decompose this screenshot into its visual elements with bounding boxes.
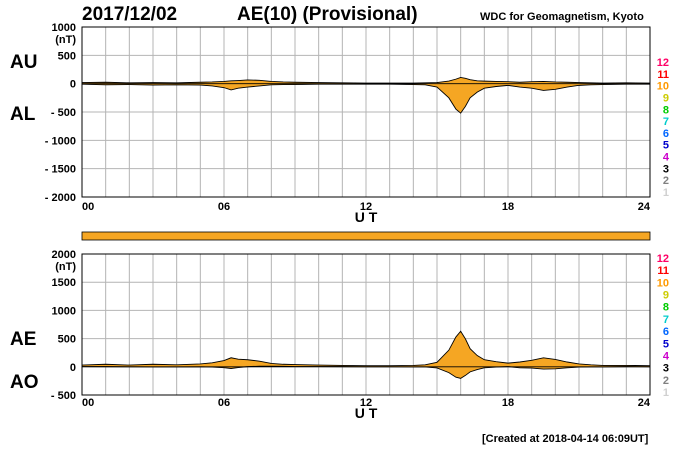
date-label: 2017/12/02	[82, 4, 178, 25]
unit-label: (nT)	[55, 34, 76, 46]
x-axis-label: U T	[355, 209, 378, 225]
unit-label: (nT)	[55, 261, 76, 273]
series-line-al	[81, 83, 650, 114]
y-tick-label: 500	[58, 334, 76, 346]
y-tick-label: 0	[70, 79, 76, 91]
x-tick-label: 06	[218, 201, 230, 213]
x-tick-label: 00	[82, 201, 94, 213]
station-count-label: 1	[663, 387, 669, 399]
y-tick-label: 1000	[52, 22, 76, 34]
station-count-label: 9	[663, 290, 669, 302]
station-count-label: 3	[663, 363, 669, 375]
x-tick-label: 12	[360, 397, 372, 409]
y-tick-label: 1000	[52, 305, 76, 317]
station-count-label: 6	[663, 326, 669, 338]
x-tick-label: 00	[82, 397, 94, 409]
au-label: AU	[10, 52, 38, 73]
ae-label: AE	[10, 329, 37, 350]
plot-frame	[81, 253, 651, 396]
area-fill-au-al	[82, 77, 650, 114]
series-line-au	[81, 76, 651, 84]
series-line-ae	[81, 330, 651, 367]
chart-title: AE(10) (Provisional)	[237, 4, 418, 25]
station-count-label: 1	[663, 187, 669, 199]
station-count-label: 4	[663, 350, 670, 362]
y-tick-label: 2000	[52, 249, 76, 261]
y-tick-label: 500	[58, 50, 76, 62]
created-timestamp: [Created at 2018-04-14 06:09UT]	[482, 433, 649, 445]
x-tick-label: 18	[502, 397, 514, 409]
x-tick-label: 18	[502, 201, 514, 213]
station-count-label: 11	[657, 69, 669, 81]
station-count-label: 7	[663, 314, 669, 326]
y-tick-label: - 500	[51, 390, 76, 402]
al-label: AL	[10, 104, 36, 125]
y-tick-label: - 2000	[45, 192, 76, 204]
station-count-label: 12	[657, 253, 669, 265]
station-count-label: 12	[657, 57, 669, 69]
station-count-label: 3	[663, 163, 669, 175]
station-count-label: 8	[663, 104, 669, 116]
y-tick-label: - 1500	[45, 164, 76, 176]
y-tick-label: - 1000	[45, 135, 76, 147]
station-count-label: 5	[663, 338, 669, 350]
station-count-label: 2	[663, 175, 669, 187]
x-tick-label: 12	[360, 201, 372, 213]
station-count-label: 9	[663, 92, 669, 104]
station-count-label: 4	[663, 152, 670, 164]
y-tick-label: - 500	[51, 107, 76, 119]
source-label: WDC for Geomagnetism, Kyoto	[480, 11, 644, 23]
station-count-label: 10	[657, 277, 669, 289]
x-axis-label: U T	[355, 405, 378, 421]
station-count-label: 11	[657, 265, 669, 277]
x-tick-label: 06	[218, 397, 230, 409]
station-count-label: 6	[663, 128, 669, 140]
x-tick-label: 24	[638, 397, 651, 409]
station-count-label: 7	[663, 116, 669, 128]
station-availability-bar	[81, 231, 651, 241]
station-count-label: 8	[663, 302, 669, 314]
station-count-label: 5	[663, 140, 669, 152]
y-tick-label: 1500	[52, 277, 76, 289]
x-tick-label: 24	[638, 201, 651, 213]
station-count-label: 2	[663, 375, 669, 387]
plot-frame	[81, 26, 651, 198]
y-tick-label: 0	[70, 362, 76, 374]
ao-label: AO	[10, 372, 39, 393]
station-count-label: 10	[657, 81, 669, 93]
